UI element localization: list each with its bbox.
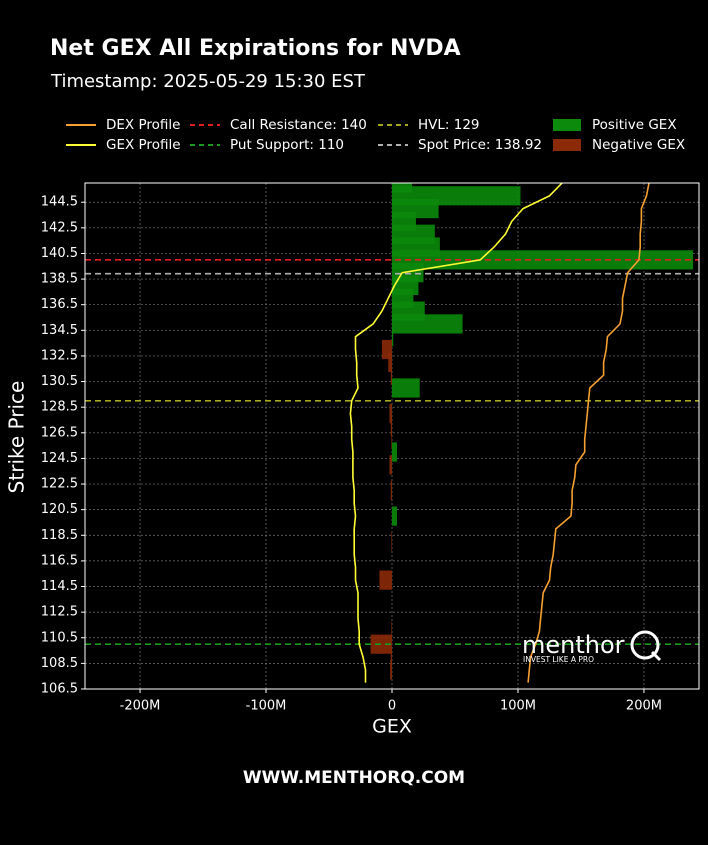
- y-tick-label: 122.5: [41, 477, 78, 492]
- legend-swatch: [553, 119, 581, 131]
- y-tick-label: 136.5: [41, 297, 78, 312]
- legend-label: Put Support: 110: [230, 137, 344, 153]
- bar: [389, 403, 392, 424]
- y-tick-label: 142.5: [41, 220, 78, 235]
- y-tick-label: 118.5: [41, 528, 78, 543]
- bar: [392, 327, 394, 347]
- y-tick-label: 134.5: [41, 323, 78, 338]
- x-tick-label: 100M: [500, 699, 536, 714]
- x-tick-label: -200M: [120, 699, 161, 714]
- chart-title: Net GEX All Expirations for NVDA: [50, 36, 461, 61]
- legend-label: HVL: 129: [418, 117, 480, 133]
- bar: [392, 378, 420, 398]
- plot-area: 106.5 108.5 110.5 112.5 114.5 116.5 118.5 120.5…: [41, 182, 700, 714]
- profile-line: [349, 183, 563, 683]
- bar: [389, 455, 392, 475]
- y-tick-label: 112.5: [41, 605, 78, 620]
- watermark-tagline: INVEST LIKE A PRO: [523, 655, 594, 664]
- bar: [381, 339, 392, 360]
- bar: [392, 442, 398, 462]
- x-axis-label: GEX: [372, 716, 412, 738]
- bar: [392, 183, 413, 193]
- x-tick-label: -100M: [246, 699, 287, 714]
- bar: [390, 365, 392, 385]
- plot-frame: [84, 182, 700, 690]
- y-tick-label: 144.5: [41, 195, 78, 210]
- watermark-brand: menthor: [522, 631, 625, 659]
- y-tick-label: 132.5: [41, 348, 78, 363]
- y-tick-label: 126.5: [41, 425, 78, 440]
- footer: WWW.MENTHORQ.COM: [243, 768, 465, 788]
- y-tick-label: 138.5: [41, 272, 78, 287]
- bar: [392, 186, 521, 206]
- profile-line: [527, 183, 650, 683]
- y-tick-label: 116.5: [41, 553, 78, 568]
- bar: [390, 416, 392, 436]
- watermark-logo-tail: [650, 650, 662, 662]
- x-tick-label: 200M: [626, 699, 662, 714]
- bar: [392, 250, 694, 270]
- y-tick-label: 124.5: [41, 451, 78, 466]
- legend-swatch: [553, 139, 581, 151]
- y-tick-label: 128.5: [41, 400, 78, 415]
- y-tick-label: 108.5: [41, 656, 78, 671]
- bar: [391, 429, 392, 449]
- x-tick-label: 0: [388, 699, 396, 714]
- legend: DEX Profile GEX Profile Call Resistance: 1…: [66, 117, 685, 153]
- bar: [390, 647, 392, 667]
- chart-subtitle: Timestamp: 2025-05-29 15:30 EST: [50, 71, 366, 92]
- legend-label: DEX Profile: [106, 117, 180, 133]
- y-tick-label: 130.5: [41, 374, 78, 389]
- bar: [391, 532, 392, 552]
- legend-label: Call Resistance: 140: [230, 117, 367, 133]
- watermark-logo: [630, 630, 660, 660]
- legend-label: Spot Price: 138.92: [418, 137, 542, 153]
- bar: [390, 480, 392, 501]
- y-axis-label: Strike Price: [5, 381, 29, 494]
- bar: [379, 570, 392, 590]
- bar: [370, 634, 392, 654]
- y-tick-label: 114.5: [41, 579, 78, 594]
- bar: [390, 660, 392, 680]
- y-tick-label: 120.5: [41, 502, 78, 517]
- legend-label: Positive GEX: [592, 117, 677, 133]
- bar: [392, 506, 398, 526]
- bar: [391, 621, 392, 641]
- y-tick-label: 110.5: [41, 630, 78, 645]
- legend-label: Negative GEX: [592, 137, 685, 153]
- plot-content: [85, 183, 699, 683]
- y-tick-label: 140.5: [41, 246, 78, 261]
- legend-label: GEX Profile: [106, 137, 181, 153]
- watermark: menthor INVEST LIKE A PRO: [522, 630, 662, 664]
- y-tick-label: 106.5: [41, 682, 78, 697]
- bar: [388, 352, 392, 372]
